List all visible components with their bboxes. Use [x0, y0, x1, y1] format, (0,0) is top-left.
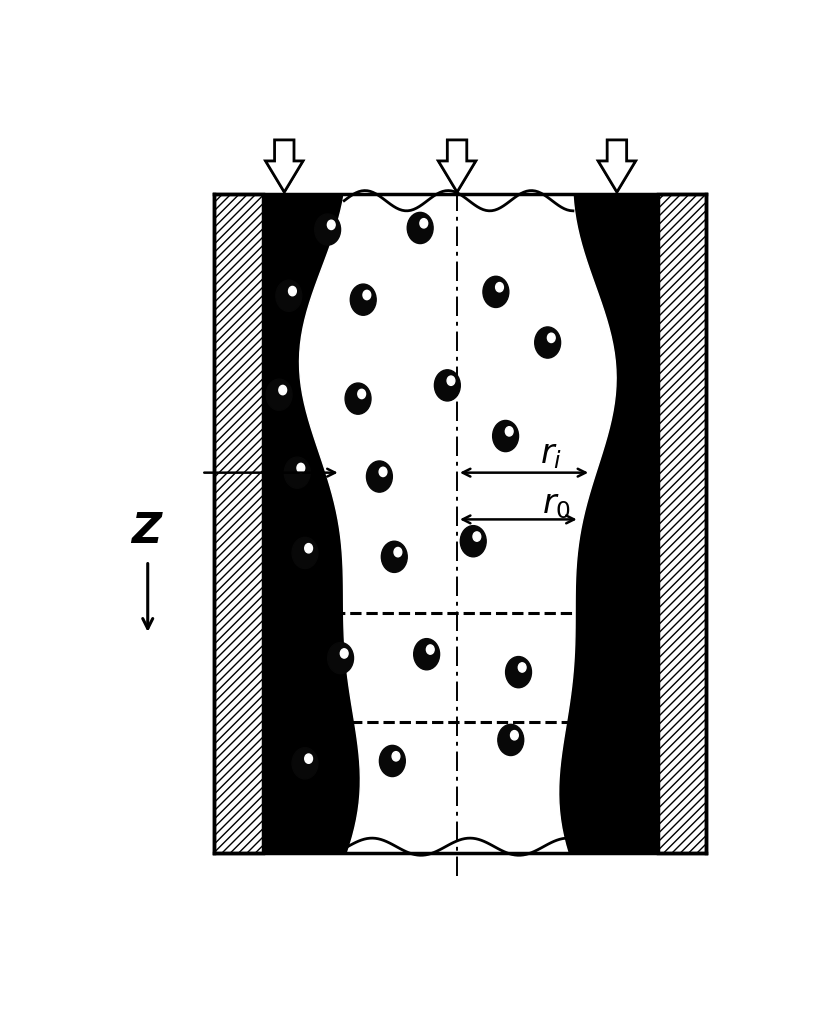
Polygon shape — [300, 195, 616, 853]
Bar — [215, 195, 263, 853]
Circle shape — [341, 649, 348, 658]
Circle shape — [407, 213, 433, 245]
Circle shape — [315, 214, 341, 246]
Circle shape — [392, 752, 400, 761]
Bar — [301, 614, 609, 722]
Text: $r_0$: $r_0$ — [542, 488, 570, 521]
Circle shape — [382, 542, 407, 573]
Circle shape — [413, 639, 439, 670]
Polygon shape — [266, 162, 303, 193]
Circle shape — [379, 468, 387, 477]
Circle shape — [327, 643, 353, 674]
Circle shape — [289, 287, 296, 296]
Circle shape — [460, 526, 486, 557]
Circle shape — [427, 645, 434, 654]
Bar — [658, 195, 706, 853]
Circle shape — [292, 538, 318, 569]
Polygon shape — [263, 195, 361, 853]
Bar — [215, 195, 263, 853]
Text: Z: Z — [131, 509, 161, 551]
Circle shape — [266, 380, 292, 410]
Circle shape — [305, 544, 312, 553]
Circle shape — [379, 746, 405, 776]
Bar — [658, 195, 706, 853]
Polygon shape — [559, 195, 658, 853]
Bar — [607, 141, 626, 162]
Circle shape — [305, 754, 312, 763]
Polygon shape — [266, 141, 303, 193]
Circle shape — [548, 334, 555, 343]
Circle shape — [363, 291, 371, 300]
Polygon shape — [438, 141, 476, 193]
Circle shape — [447, 377, 455, 386]
Polygon shape — [598, 162, 635, 193]
Circle shape — [510, 731, 519, 740]
Circle shape — [345, 383, 371, 415]
Circle shape — [506, 657, 532, 688]
Circle shape — [394, 548, 402, 557]
Circle shape — [496, 283, 504, 292]
Circle shape — [276, 281, 301, 312]
Circle shape — [434, 370, 460, 401]
Circle shape — [534, 328, 560, 359]
Circle shape — [292, 748, 318, 779]
Polygon shape — [598, 141, 635, 193]
Bar — [448, 141, 467, 162]
Circle shape — [327, 221, 335, 231]
Circle shape — [493, 421, 519, 452]
Bar — [215, 195, 706, 853]
Polygon shape — [438, 162, 476, 193]
Circle shape — [420, 219, 428, 228]
Bar — [275, 141, 294, 162]
Circle shape — [357, 390, 366, 399]
Circle shape — [483, 277, 509, 308]
Circle shape — [519, 663, 526, 672]
Circle shape — [498, 725, 524, 756]
Circle shape — [279, 386, 286, 395]
Circle shape — [505, 428, 513, 437]
Circle shape — [284, 458, 310, 488]
Circle shape — [473, 533, 481, 542]
Circle shape — [351, 285, 376, 315]
Circle shape — [297, 464, 305, 473]
Text: $r_i$: $r_i$ — [540, 438, 562, 471]
Circle shape — [367, 461, 392, 492]
